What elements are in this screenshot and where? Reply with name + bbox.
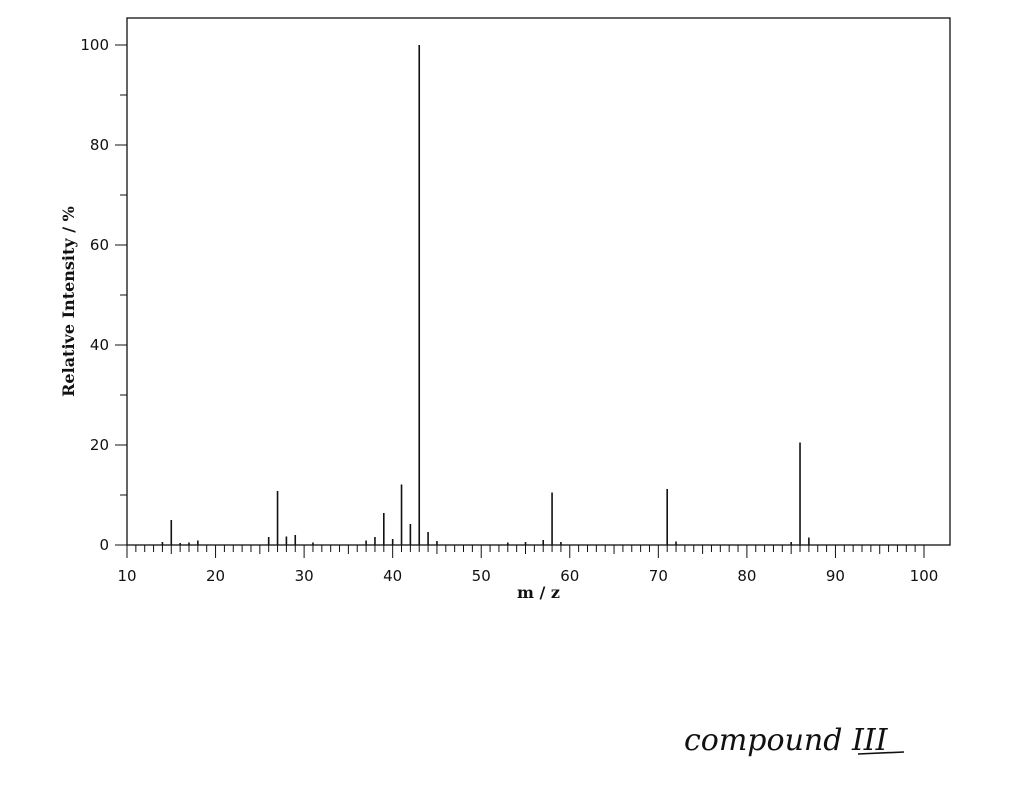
peak-group [161, 45, 810, 545]
x-axis: 10 20 30 40 50 60 70 80 90 100 [117, 545, 938, 585]
y-tick-label: 20 [90, 436, 109, 454]
y-tick-label: 40 [90, 336, 109, 354]
x-tick-label: 50 [472, 567, 491, 585]
y-tick-label: 80 [90, 136, 109, 154]
handwritten-annotation: compound III [684, 723, 889, 758]
y-axis-title: Relative Intensity / % [59, 206, 78, 397]
x-tick-label: 20 [206, 567, 225, 585]
annotation-underline [857, 751, 905, 755]
y-axis: 0 20 40 60 80 100 [80, 36, 127, 554]
y-tick-label: 100 [80, 36, 109, 54]
x-axis-title: m / z [517, 583, 560, 602]
x-tick-label: 40 [383, 567, 402, 585]
x-tick-label: 100 [910, 567, 939, 585]
y-tick-label: 0 [99, 536, 109, 554]
x-tick-label: 70 [649, 567, 668, 585]
plot-frame [126, 17, 951, 546]
x-tick-label: 60 [560, 567, 579, 585]
x-tick-label: 90 [826, 567, 845, 585]
x-tick-label: 80 [737, 567, 756, 585]
x-tick-label: 30 [295, 567, 314, 585]
x-tick-label: 10 [117, 567, 136, 585]
y-tick-label: 60 [90, 236, 109, 254]
